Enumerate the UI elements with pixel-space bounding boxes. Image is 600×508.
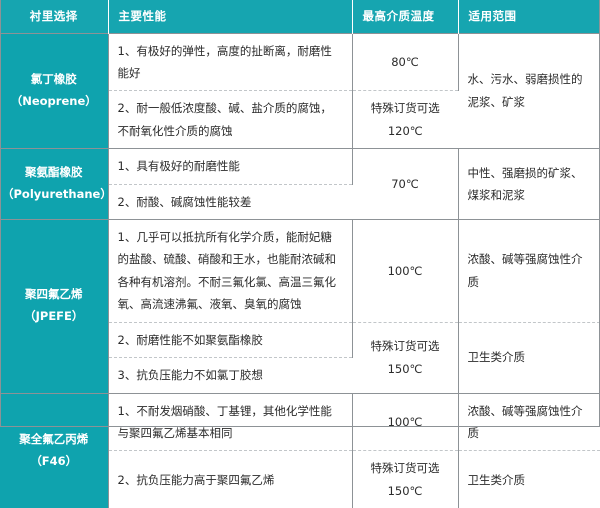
temperature-value: 120℃ [387,123,423,138]
temperature-value: 80℃ [391,54,419,69]
material-cell-neoprene: 氯丁橡胶 （Neoprene） [0,32,109,149]
performance-cell: 1、不耐发烟硝酸、丁基锂，其他化学性能与聚四氟乙烯基本相同 [108,392,353,451]
temperature-value: 70℃ [391,176,419,191]
material-name-en: （JPEFE） [24,309,84,324]
performance-cell: 3、抗负压能力不如氯丁胶想 [108,357,352,394]
temperature-cell: 特殊订货可选 150℃ [352,321,459,394]
performance-cell: 1、有极好的弹性，高度的扯断离，耐磨性能好 [108,32,353,91]
material-name-en: （Neoprene） [10,93,97,108]
temperature-value: 100℃ [387,414,423,429]
scope-cell: 卫生类介质 [458,450,600,508]
temperature-cell: 特殊订货可选 120℃ [352,90,458,149]
temperature-cell: 100℃ [352,392,459,451]
performance-cell: 2、抗负压能力高于聚四氟乙烯 [108,450,353,508]
performance-cell: 2、耐一般低浓度酸、碱、盐介质的腐蚀，不耐氧化性介质的腐蚀 [108,90,353,149]
table-header-row: 衬里选择 主要性能 最高介质温度 适用范围 [0,0,600,33]
table-row: 2、耐酸、碱腐蚀性能较差 [0,183,600,220]
table-row: 2、耐磨性能不如聚氨酯橡胶 特殊订货可选 150℃ 卫生类介质 [0,321,600,394]
header-main-performance: 主要性能 [108,0,353,33]
header-liner-selection: 衬里选择 [0,0,109,33]
temperature-cell: 70℃ [352,148,459,220]
table-row: 聚氨酯橡胶 （Polyurethane） 1、具有极好的耐磨性能 70℃ 中性、… [0,148,600,220]
performance-cell: 2、耐磨性能不如聚氨酯橡胶 [108,321,353,358]
material-name-cn: 氯丁橡胶 [30,72,77,86]
table-row: 聚全氟乙丙烯 （F46） 1、不耐发烟硝酸、丁基锂，其他化学性能与聚四氟乙烯基本… [0,392,600,508]
performance-cell: 2、耐酸、碱腐蚀性能较差 [108,183,352,220]
temperature-value: 150℃ [387,483,423,498]
material-name-cn: 聚四氟乙烯 [25,287,83,302]
table-row: 3、抗负压能力不如氯丁胶想 [0,357,600,394]
table-row: 氯丁橡胶 （Neoprene） 1、有极好的弹性，高度的扯断离，耐磨性能好 80… [0,32,600,149]
scope-cell: 水、污水、弱磨损性的泥浆、矿浆 [458,32,600,149]
material-name-en: （F46） [30,453,78,468]
material-cell-f46: 聚全氟乙丙烯 （F46） [0,392,109,508]
temperature-value: 150℃ [387,361,423,376]
temperature-note: 特殊订货可选 [370,101,440,116]
temperature-note: 特殊订货可选 [370,339,440,354]
temperature-cell: 特殊订货可选 150℃ [352,450,459,508]
temperature-cell: 80℃ [352,32,459,91]
material-cell-polyurethane: 聚氨酯橡胶 （Polyurethane） [0,148,112,220]
header-application-scope: 适用范围 [458,0,600,33]
table-row: 2、耐一般低浓度酸、碱、盐介质的腐蚀，不耐氧化性介质的腐蚀 特殊订货可选 120… [0,90,600,149]
scope-cell: 卫生类介质 [458,321,600,394]
scope-cell: 浓酸、碱等强腐蚀性介质 [458,219,600,323]
material-name-cn: 聚全氟乙丙烯 [19,432,89,447]
performance-cell: 1、具有极好的耐磨性能 [108,148,353,185]
material-name-cn: 聚氨酯橡胶 [25,165,83,180]
temperature-cell: 100℃ [352,219,459,323]
temperature-note: 特殊订货可选 [370,461,440,476]
table-body: 氯丁橡胶 （Neoprene） 1、有极好的弹性，高度的扯断离，耐磨性能好 80… [0,32,600,508]
header-max-medium-temperature: 最高介质温度 [352,0,459,33]
table-header: 衬里选择 主要性能 最高介质温度 适用范围 [0,0,600,33]
material-name-en: （Polyurethane） [2,187,112,202]
temperature-value: 100℃ [387,263,423,278]
performance-cell: 1、几乎可以抵抗所有化学介质，能耐妃糖的盐酸、硫酸、硝酸和王水，也能耐浓碱和各种… [108,219,353,323]
scope-cell: 浓酸、碱等强腐蚀性介质 [458,392,600,451]
table-row: 聚四氟乙烯 （JPEFE） 1、几乎可以抵抗所有化学介质，能耐妃糖的盐酸、硫酸、… [0,219,600,394]
material-cell-jpefe: 聚四氟乙烯 （JPEFE） [0,219,109,394]
scope-cell: 中性、强磨损的矿浆、煤浆和泥浆 [458,148,600,220]
